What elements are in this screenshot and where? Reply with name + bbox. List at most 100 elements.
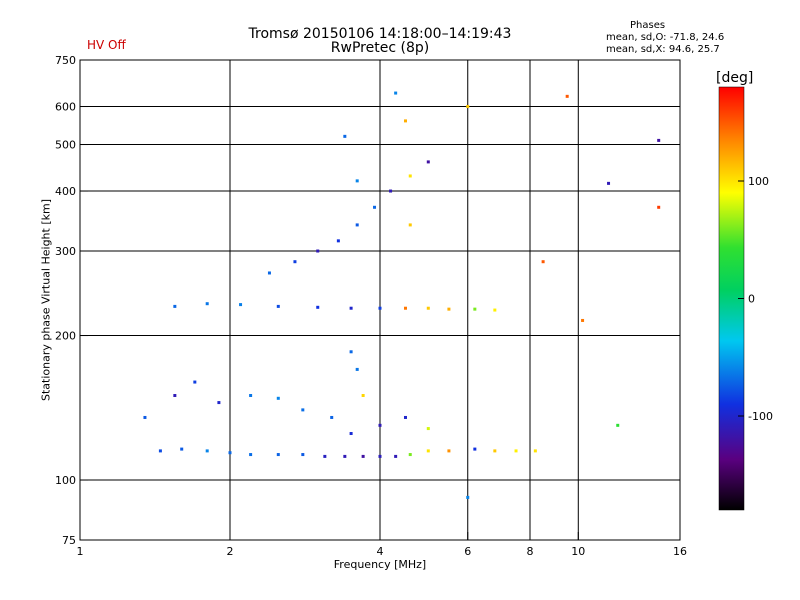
data-point xyxy=(389,189,393,193)
y-axis-label: Stationary phase Virtual Height [km] xyxy=(39,198,53,402)
data-point xyxy=(249,394,253,398)
data-point xyxy=(408,223,412,227)
x-tick-label: 16 xyxy=(673,545,687,558)
data-point xyxy=(276,453,280,457)
data-point xyxy=(378,423,382,427)
data-point xyxy=(403,415,407,419)
data-point xyxy=(533,449,537,453)
y-tick-label: 500 xyxy=(55,139,76,152)
data-point xyxy=(447,307,451,311)
data-point xyxy=(426,449,430,453)
phases-heading: Phases xyxy=(630,20,666,31)
x-tick-label: 8 xyxy=(527,545,534,558)
axis-ticks: 1 2 4 6 8 10 16 75 100 200 300 400 500 600 750 xyxy=(55,54,687,558)
data-point xyxy=(276,396,280,400)
y-tick-label: 200 xyxy=(55,330,76,343)
data-points xyxy=(143,91,661,499)
chart-title-line1: Tromsø 20150106 14:18:00–14:19:43 xyxy=(248,26,512,42)
data-point xyxy=(205,302,209,306)
data-point xyxy=(403,306,407,310)
data-point xyxy=(473,447,477,451)
y-tick-label: 600 xyxy=(55,101,76,114)
data-point xyxy=(293,260,297,264)
data-point xyxy=(316,305,320,309)
colorbar-unit-label: [deg] xyxy=(716,70,754,86)
x-tick-label: 6 xyxy=(464,545,471,558)
data-point xyxy=(355,223,359,227)
data-point xyxy=(228,451,232,455)
data-point xyxy=(249,453,253,457)
data-point xyxy=(355,179,359,183)
colorbar-ticks: 100 0 -100 xyxy=(738,175,773,423)
data-point xyxy=(565,94,569,98)
data-point xyxy=(408,174,412,178)
colorbar-tick-label: -100 xyxy=(748,410,773,423)
data-point xyxy=(323,454,327,458)
data-point xyxy=(373,205,377,209)
data-point xyxy=(426,160,430,164)
data-point xyxy=(466,105,470,109)
data-point xyxy=(426,306,430,310)
data-point xyxy=(657,205,661,209)
data-point xyxy=(493,308,497,312)
data-point xyxy=(607,181,611,185)
data-point xyxy=(301,408,305,412)
data-point xyxy=(239,303,243,307)
grid-lines xyxy=(80,60,680,540)
data-point xyxy=(378,454,382,458)
data-point xyxy=(158,449,162,453)
data-point xyxy=(355,367,359,371)
data-point xyxy=(473,307,477,311)
chart-title-line2: RwPretec (8p) xyxy=(330,40,430,56)
y-tick-label: 400 xyxy=(55,185,76,198)
data-point xyxy=(657,138,661,142)
data-point xyxy=(361,394,365,398)
data-point xyxy=(361,454,365,458)
data-point xyxy=(349,350,353,354)
data-point xyxy=(180,447,184,451)
data-point xyxy=(343,134,347,138)
data-point xyxy=(343,454,347,458)
data-point xyxy=(336,239,340,243)
data-point xyxy=(408,453,412,457)
x-tick-label: 2 xyxy=(227,545,234,558)
data-point xyxy=(205,449,209,453)
data-point xyxy=(394,454,398,458)
data-point xyxy=(466,495,470,499)
y-tick-label: 75 xyxy=(62,534,76,547)
data-point xyxy=(349,432,353,436)
y-tick-label: 300 xyxy=(55,245,76,258)
y-tick-label: 100 xyxy=(55,474,76,487)
data-point xyxy=(378,306,382,310)
data-point xyxy=(403,119,407,123)
data-point xyxy=(276,304,280,308)
x-tick-label: 10 xyxy=(571,545,585,558)
data-point xyxy=(330,415,334,419)
data-point xyxy=(193,380,197,384)
data-point xyxy=(349,306,353,310)
data-point xyxy=(514,449,518,453)
colorbar-tick-label: 100 xyxy=(748,175,769,188)
data-point xyxy=(394,91,398,95)
phase-x-stats: mean, sd,X: 94.6, 25.7 xyxy=(606,44,720,55)
data-point xyxy=(173,394,177,398)
data-point xyxy=(301,453,305,457)
data-point xyxy=(143,415,147,419)
data-point xyxy=(581,318,585,322)
data-point xyxy=(426,427,430,431)
data-point xyxy=(316,249,320,253)
phase-o-stats: mean, sd,O: -71.8, 24.6 xyxy=(606,32,725,43)
data-point xyxy=(217,401,221,405)
data-point xyxy=(616,423,620,427)
data-point xyxy=(447,449,451,453)
colorbar-tick-label: 0 xyxy=(748,293,755,306)
x-axis-label: Frequency [MHz] xyxy=(333,558,427,571)
data-point xyxy=(541,260,545,264)
data-point xyxy=(493,449,497,453)
hv-status-label: HV Off xyxy=(87,38,126,52)
x-tick-label: 4 xyxy=(377,545,384,558)
data-point xyxy=(267,271,271,275)
y-tick-label: 750 xyxy=(55,54,76,67)
x-tick-label: 1 xyxy=(77,545,84,558)
